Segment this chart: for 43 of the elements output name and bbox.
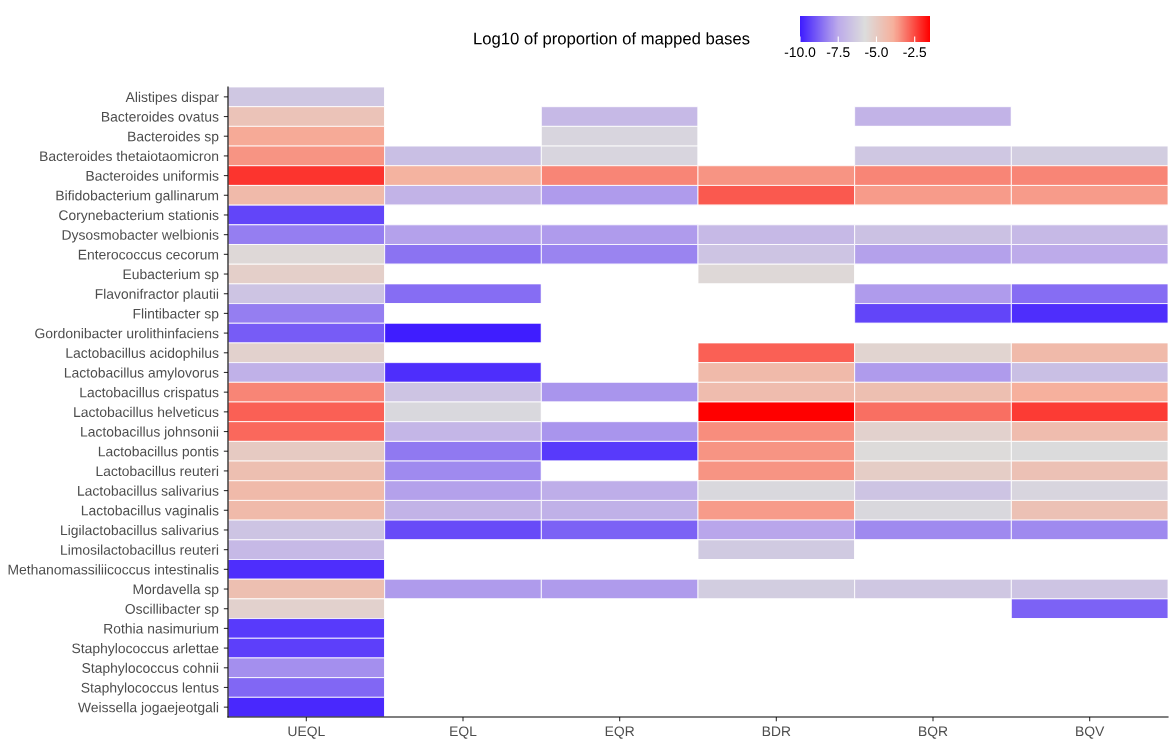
x-tick-label: UEQL <box>288 726 325 739</box>
color-bar-label: -7.5 <box>826 47 850 58</box>
y-tick-label: Weissella jogaejeotgali <box>78 702 219 716</box>
color-bar-label: -2.5 <box>903 47 927 58</box>
y-tick-label: Gordonibacter urolithinfaciens <box>35 328 219 339</box>
x-tick-label: EQL <box>450 726 477 739</box>
y-tick-label: Lactobacillus reuteri <box>96 465 219 477</box>
y-tick-label: Bacteroides ovatus <box>102 111 219 122</box>
y-tick-label: Bacteroides thetaiotaomicron <box>40 150 219 162</box>
y-tick-label: Enterococcus cecorum <box>78 249 219 260</box>
y-tick-label: Lactobacillus acidophilus <box>66 347 219 361</box>
y-tick-label: Limosilactobacillus reuteri <box>61 544 219 555</box>
y-tick-label: Staphylococcus cohnii <box>82 662 219 676</box>
x-tick-label: EQR <box>605 726 635 739</box>
y-tick-label: Ligilactobacillus salivarius <box>61 524 219 538</box>
y-tick-label: Mordavella sp <box>133 584 219 597</box>
y-tick-label: Bacteroides uniformis <box>86 170 219 181</box>
y-tick-label: Flavonifractor plautii <box>95 288 219 302</box>
x-tick-label: BDR <box>762 726 791 737</box>
color-bar-label: -5.0 <box>865 47 888 58</box>
y-tick-label: Flintibacter sp <box>133 308 219 322</box>
y-tick-label: Eubacterium sp <box>123 269 219 282</box>
y-tick-label: Alistipes dispar <box>125 91 219 105</box>
y-tick-label: Lactobacillus vaginalis <box>81 505 219 519</box>
y-tick-label: Oscillibacter sp <box>125 603 219 617</box>
y-tick-label: Lactobacillus salivarius <box>78 485 219 496</box>
color-bar-title: Log10 of proportion of mapped bases <box>474 32 750 48</box>
x-tick-label: BQV <box>1076 726 1105 739</box>
y-tick-label: Methanomassiliicoccus intestinalis <box>8 564 219 575</box>
y-tick-label: Lactobacillus johnsonii <box>81 426 219 440</box>
y-tick-label: Lactobacillus crispatus <box>80 387 219 401</box>
x-tick-label: BQR <box>919 726 948 739</box>
color-bar-label: -10.0 <box>784 47 816 58</box>
y-tick-label: Staphylococcus lentus <box>81 682 219 696</box>
y-tick-label: Lactobacillus amylovorus <box>64 367 219 381</box>
y-tick-label: Bifidobacterium gallinarum <box>56 190 219 204</box>
y-tick-label: Corynebacterium stationis <box>59 209 219 223</box>
y-tick-label: Rothia nasimurium <box>104 623 219 634</box>
y-tick-label: Staphylococcus arlettae <box>72 643 219 657</box>
y-tick-label: Lactobacillus pontis <box>98 446 219 460</box>
y-tick-label: Dysosmobacter welbionis <box>62 229 219 243</box>
y-tick-label: Bacteroides sp <box>128 131 219 145</box>
y-tick-label: Lactobacillus helveticus <box>74 406 219 418</box>
